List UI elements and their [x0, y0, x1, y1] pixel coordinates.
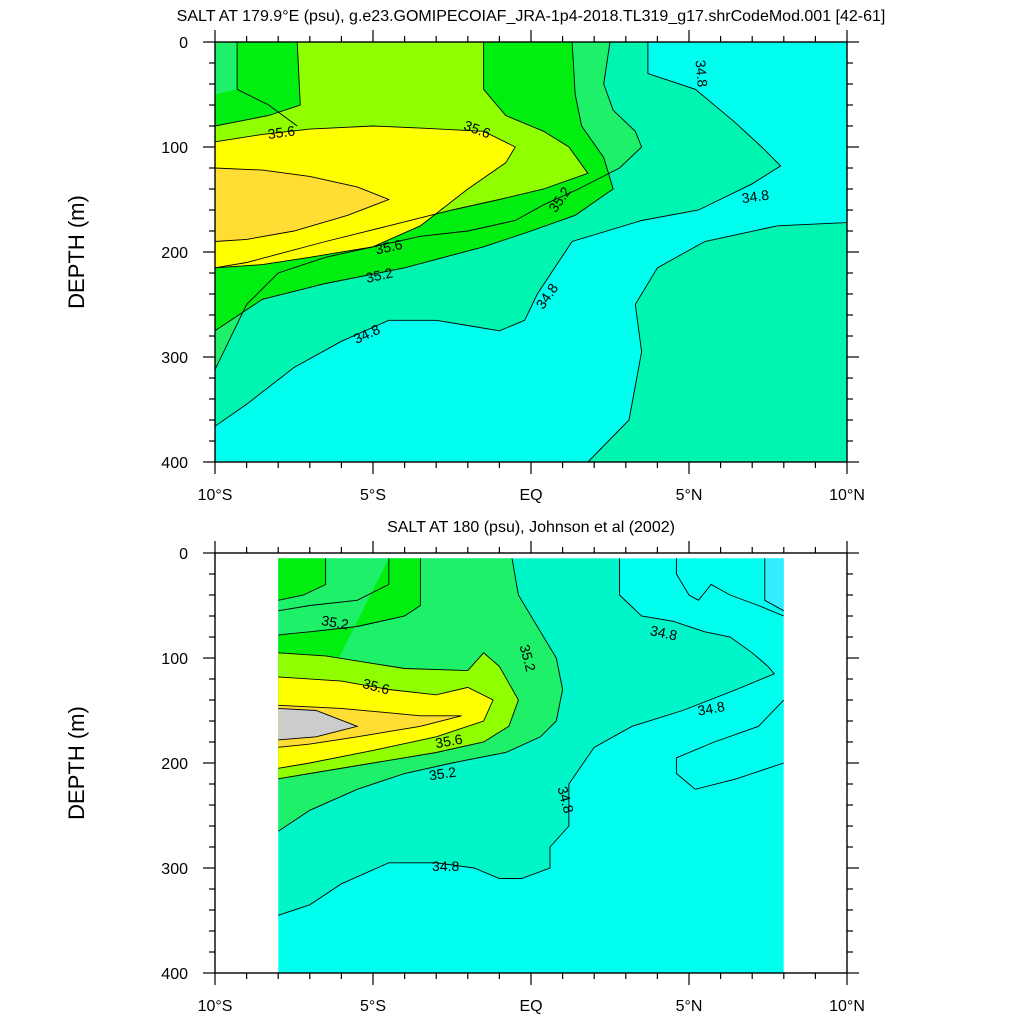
contour-fill-35.2: [215, 42, 614, 331]
contour-line-35.6: [278, 676, 494, 769]
contour-label: 35.2: [517, 643, 540, 674]
contour-line-35.2: [215, 42, 614, 332]
x-tick-label: EQ: [519, 998, 542, 1015]
x-tick-label: 5°N: [676, 487, 703, 504]
contour-label: 34.8: [741, 187, 770, 207]
contour-line-35: [278, 558, 564, 832]
contour-line-35.2: [278, 652, 519, 780]
contour-line-35.4: [215, 42, 301, 127]
contour-line-36: [278, 707, 359, 741]
panel-2: 35.2 35.2 34.8 35.6 34.8 35.6 35.2 34.8 34.8 0 100…: [64, 519, 865, 1015]
y-tick-label: 300: [161, 350, 188, 367]
x-tick-label: 10°S: [198, 998, 233, 1015]
y-axis-label: DEPTH (m): [64, 706, 89, 820]
contour-fill-34.8: [587, 222, 847, 462]
contour-label: 35.2: [364, 264, 394, 285]
x-tick-label: 5°S: [360, 487, 386, 504]
contour-label: 35.2: [320, 612, 350, 633]
contour-line-34.4: [764, 558, 784, 612]
y-tick-label: 400: [161, 455, 188, 472]
contour-label: 35.2: [428, 764, 457, 784]
contour-line-35.2: [278, 558, 327, 601]
contour-label: 34.8: [555, 785, 578, 816]
contour-line-34.8: [215, 42, 782, 427]
contour-label: 34.8: [649, 622, 679, 643]
contour-label: 34.8: [692, 59, 710, 88]
contour-line-35.4: [215, 42, 589, 269]
contour-fill-35.2: [215, 42, 301, 126]
x-tick-label: 5°S: [360, 998, 386, 1015]
contour-label: 35.6: [374, 236, 404, 257]
x-tick-label: 10°S: [198, 487, 233, 504]
chart-title: SALT AT 180 (psu), Johnson et al (2002): [387, 519, 675, 536]
y-tick-label: 200: [161, 756, 188, 773]
contour-line-34.8: [278, 558, 776, 916]
y-tick-label: 0: [179, 546, 188, 563]
contour-label: 35.6: [267, 122, 296, 142]
y-tick-label: 100: [161, 140, 188, 157]
y-tick-label: 0: [179, 35, 188, 52]
contour-line-35: [215, 42, 643, 370]
contour-fill-36: [278, 708, 358, 740]
x-tick-label: 10°N: [829, 998, 865, 1015]
y-tick-label: 400: [161, 966, 188, 983]
contour-fill-34.6: [676, 558, 784, 616]
contour-line-35: [236, 42, 298, 127]
contour-fill-35.8: [215, 168, 389, 242]
contour-line-34.6: [675, 558, 784, 617]
contour-line-35.2: [278, 558, 390, 612]
x-tick-label: 5°N: [676, 998, 703, 1015]
chart-title: SALT AT 179.9°E (psu), g.e23.GOMIPECOIAF…: [177, 8, 886, 25]
contour-fill-34.4: [764, 558, 784, 611]
contour-label: 35.6: [361, 675, 392, 698]
x-tick-label: EQ: [519, 487, 542, 504]
contour-label: 35.6: [434, 731, 464, 752]
y-tick-label: 200: [161, 245, 188, 262]
y-axis-label: DEPTH (m): [64, 195, 89, 309]
contour-line-35.8: [215, 167, 391, 242]
contour-line-35.6: [215, 125, 516, 269]
contour-label: 34.8: [432, 858, 459, 874]
contour-fill-34.6: [676, 700, 784, 790]
contour-fills: [278, 558, 784, 973]
contour-line-35.4: [278, 558, 421, 636]
contour-line-35.8: [278, 704, 462, 748]
panel-1: 35.6 35.635.234.834.835.635.234.834.80100…: [64, 8, 885, 504]
contour-label: 34.8: [696, 698, 726, 719]
y-tick-label: 100: [161, 651, 188, 668]
contour-line-34.6: [587, 222, 847, 462]
contour-fills: [215, 42, 847, 462]
y-tick-label: 300: [161, 861, 188, 878]
contour-line-34.6: [675, 699, 784, 790]
x-tick-label: 10°N: [829, 487, 865, 504]
